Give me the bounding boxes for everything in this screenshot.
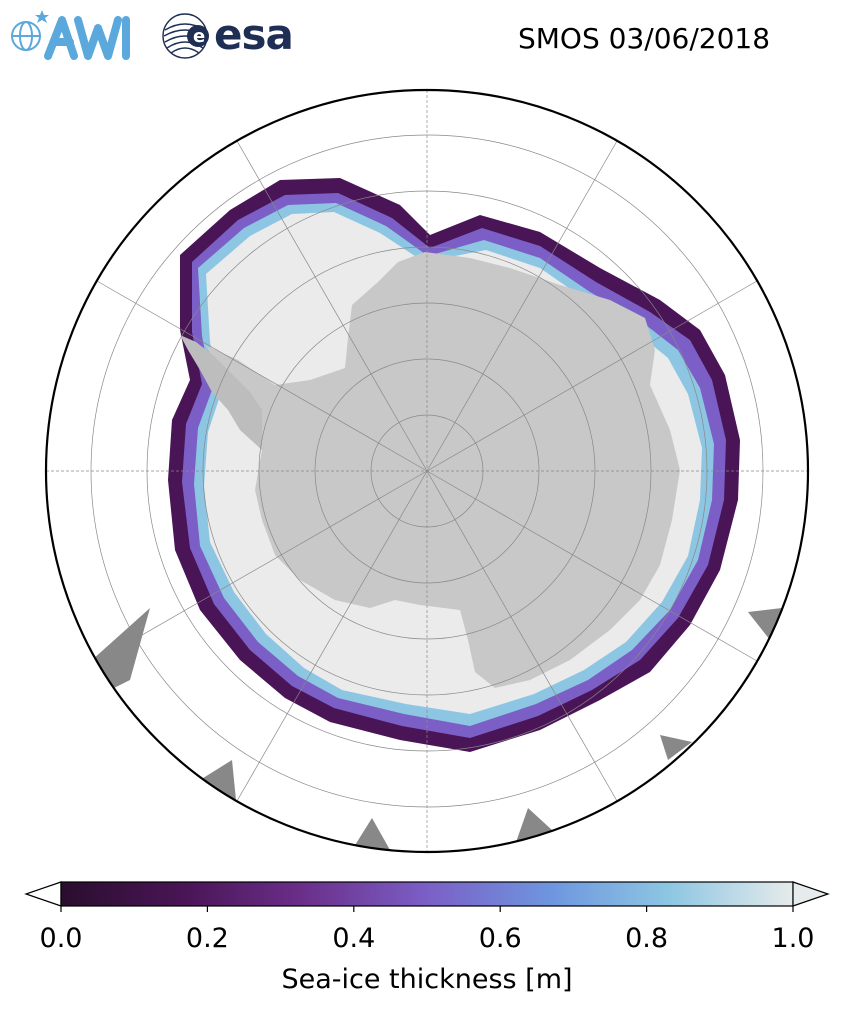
colorbar-tick-label: 0.4 <box>332 923 376 954</box>
colorbar-tick-label: 0.2 <box>185 923 229 954</box>
colorbar-label: Sea-ice thickness [m] <box>281 964 573 995</box>
esa-logo-mark: e <box>162 13 209 59</box>
map-title: SMOS 03/06/2018 <box>518 22 771 55</box>
svg-text:e: e <box>193 26 205 47</box>
colorbar-tick-label: 1.0 <box>771 923 815 954</box>
colorbar-extend-low <box>24 881 62 907</box>
esa-logo-text: esa <box>214 10 294 59</box>
colorbar-tick-label: 0.0 <box>39 923 83 954</box>
awi-globe-icon <box>11 21 41 51</box>
antarctica-land <box>205 252 680 688</box>
awi-letters <box>44 16 130 60</box>
colorbar-gradient <box>60 881 794 907</box>
map-boundary <box>44 88 810 854</box>
sea-ice-map <box>44 88 810 854</box>
land-patch <box>352 818 390 850</box>
antarctic-peninsula <box>180 335 262 450</box>
awi-star-icon <box>35 10 49 23</box>
colorbar-tick-label: 0.8 <box>625 923 669 954</box>
colorbar <box>24 881 830 912</box>
land-patch <box>92 608 150 690</box>
land-patch <box>200 760 236 800</box>
colorbar-tick-label: 0.6 <box>478 923 522 954</box>
awi-logo <box>11 10 130 60</box>
land-patch <box>515 808 552 845</box>
colorbar-extend-high <box>792 881 830 907</box>
land-patch <box>748 608 782 640</box>
meridians <box>46 90 808 852</box>
land-patch <box>660 735 692 760</box>
colorbar-ticks <box>60 906 794 912</box>
